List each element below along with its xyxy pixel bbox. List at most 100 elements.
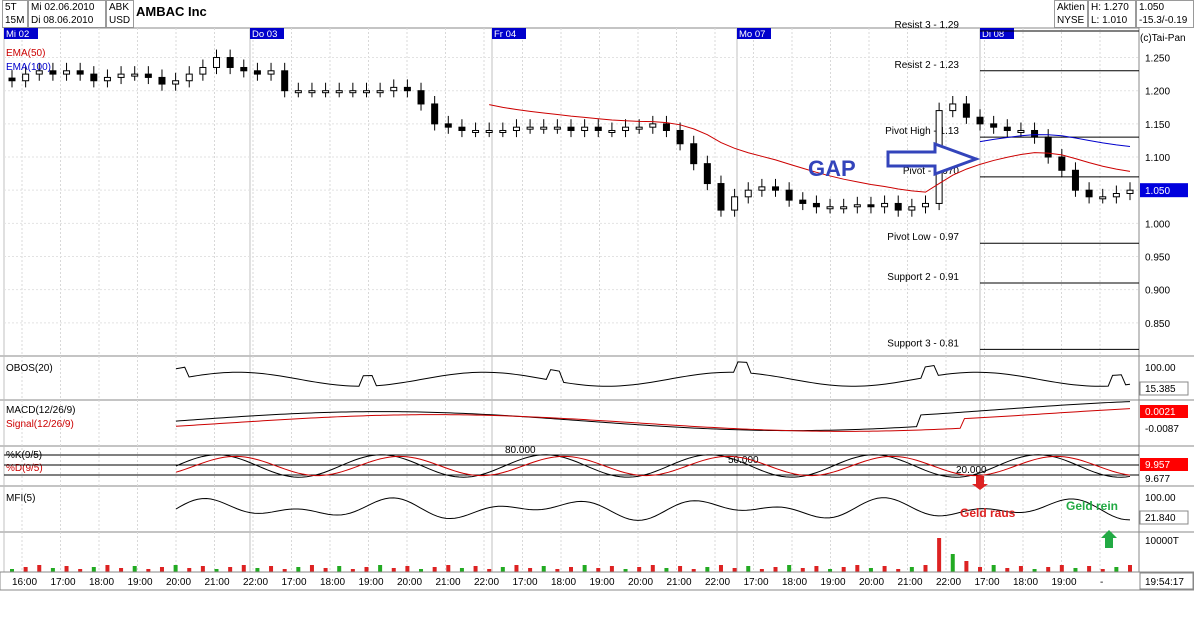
volume-bar xyxy=(896,569,901,572)
up-arrow-icon xyxy=(1101,530,1117,548)
pivot-label: Resist 2 - 1.23 xyxy=(895,60,960,71)
x-tick-label: 17:00 xyxy=(975,577,1000,588)
mfi-max-label: 100.00 xyxy=(1145,493,1176,504)
volume-bar xyxy=(255,568,260,572)
volume-bar xyxy=(1128,565,1132,572)
candle-body xyxy=(799,199,807,204)
candle-body xyxy=(117,73,125,78)
geld-raus-label: Geld raus xyxy=(960,506,1016,520)
volume-bar xyxy=(446,565,451,572)
day-marker-bg xyxy=(250,28,284,39)
y-tick-label: 0.950 xyxy=(1145,253,1170,264)
interval-label: 5T xyxy=(5,2,17,13)
volume-bar xyxy=(200,566,205,572)
down-arrow-icon xyxy=(972,476,988,490)
currency-label: USD xyxy=(109,15,131,26)
candle-body xyxy=(553,126,561,130)
volume-bar xyxy=(691,569,696,572)
volume-bar xyxy=(241,565,246,572)
volume-bar xyxy=(1100,569,1105,572)
volume-bar xyxy=(1005,568,1010,572)
volume-bar xyxy=(950,554,955,572)
ticker-label: ABK xyxy=(109,2,130,13)
mfi-value-label: 21.840 xyxy=(1145,513,1176,524)
candle-body xyxy=(512,126,520,131)
volume-bar xyxy=(459,568,464,572)
geld-rein-label: Geld rein xyxy=(1066,499,1118,513)
candle-body xyxy=(826,206,834,210)
candle-body xyxy=(976,116,984,125)
candle-body xyxy=(676,129,684,145)
x-tick-label: 17:00 xyxy=(513,577,538,588)
volume-bar xyxy=(10,569,14,572)
volume-bar xyxy=(923,565,928,572)
volume-bar xyxy=(173,565,178,572)
volume-bar xyxy=(50,568,55,572)
obos-value-label: 15.385 xyxy=(1145,384,1176,395)
volume-bar xyxy=(855,565,860,572)
ema50-label: EMA(50) xyxy=(6,48,45,59)
pivot-label: Resist 3 - 1.29 xyxy=(895,20,960,31)
candle-body xyxy=(962,103,970,118)
volume-bar xyxy=(119,568,124,572)
macd-value-label: 0.0021 xyxy=(1145,407,1176,418)
candle-body xyxy=(772,186,780,191)
candle-body xyxy=(281,70,289,92)
candle-body xyxy=(49,70,57,75)
day-marker-label: Mi 02 xyxy=(6,29,29,40)
volume-bar xyxy=(814,566,819,572)
x-tick-label: 18:00 xyxy=(551,577,576,588)
candle-body xyxy=(921,202,929,208)
y-tick-label: 1.100 xyxy=(1145,153,1170,164)
ema100-label: EMA(100) xyxy=(6,62,51,73)
x-tick-label: 18:00 xyxy=(320,577,345,588)
day-marker-label: Mo 07 xyxy=(739,29,765,40)
header-market-box: Aktien NYSE xyxy=(1054,0,1088,28)
volume-bar xyxy=(405,566,410,572)
candle-body xyxy=(158,76,166,85)
volume-bar xyxy=(882,566,887,572)
volume-bar xyxy=(500,567,505,572)
plot-area xyxy=(3,27,1140,573)
day-marker-bg xyxy=(4,28,38,39)
candle-body xyxy=(1058,156,1066,171)
x-tick-label: 21:00 xyxy=(436,577,461,588)
volume-bar xyxy=(432,567,437,572)
candle-body xyxy=(1085,189,1093,198)
volume-bar xyxy=(1046,567,1051,572)
candle-body xyxy=(22,73,30,82)
x-tick-label: 22:00 xyxy=(474,577,499,588)
candle-body xyxy=(635,126,643,130)
candle-body xyxy=(431,103,439,125)
stoch-value-box xyxy=(1140,458,1188,471)
volume-bar xyxy=(391,568,396,572)
candle-body xyxy=(1044,136,1052,158)
candle-body xyxy=(240,66,248,72)
stoch-level-label: 20.000 xyxy=(956,465,987,476)
candle-body xyxy=(376,90,384,94)
date-to: Di 08.06.2010 xyxy=(31,15,94,26)
candle-body xyxy=(472,129,480,133)
date-from: Mi 02.06.2010 xyxy=(31,2,95,13)
x-tick-label: 20:00 xyxy=(859,577,884,588)
obos-max-label: 100.00 xyxy=(1145,363,1176,374)
y-tick-label: 1.150 xyxy=(1145,120,1170,131)
candle-body xyxy=(949,103,957,112)
volume-bar xyxy=(282,569,287,572)
volume-bar xyxy=(841,567,846,572)
candle-body xyxy=(1126,189,1134,194)
ema50-line xyxy=(489,104,1131,193)
volume-bar xyxy=(787,565,792,572)
candle-body xyxy=(226,57,234,68)
pivot-label: Support 2 - 0.91 xyxy=(887,272,959,283)
candle-body xyxy=(785,189,793,201)
volume-bar xyxy=(909,567,914,572)
last-value: 1.050 xyxy=(1139,2,1165,13)
candle-body xyxy=(485,129,493,133)
volume-bar xyxy=(64,566,69,572)
pivot-label: Support 3 - 0.81 xyxy=(887,338,959,349)
candle-body xyxy=(294,90,302,94)
x-tick-label: 20:00 xyxy=(628,577,653,588)
candle-body xyxy=(8,77,16,82)
